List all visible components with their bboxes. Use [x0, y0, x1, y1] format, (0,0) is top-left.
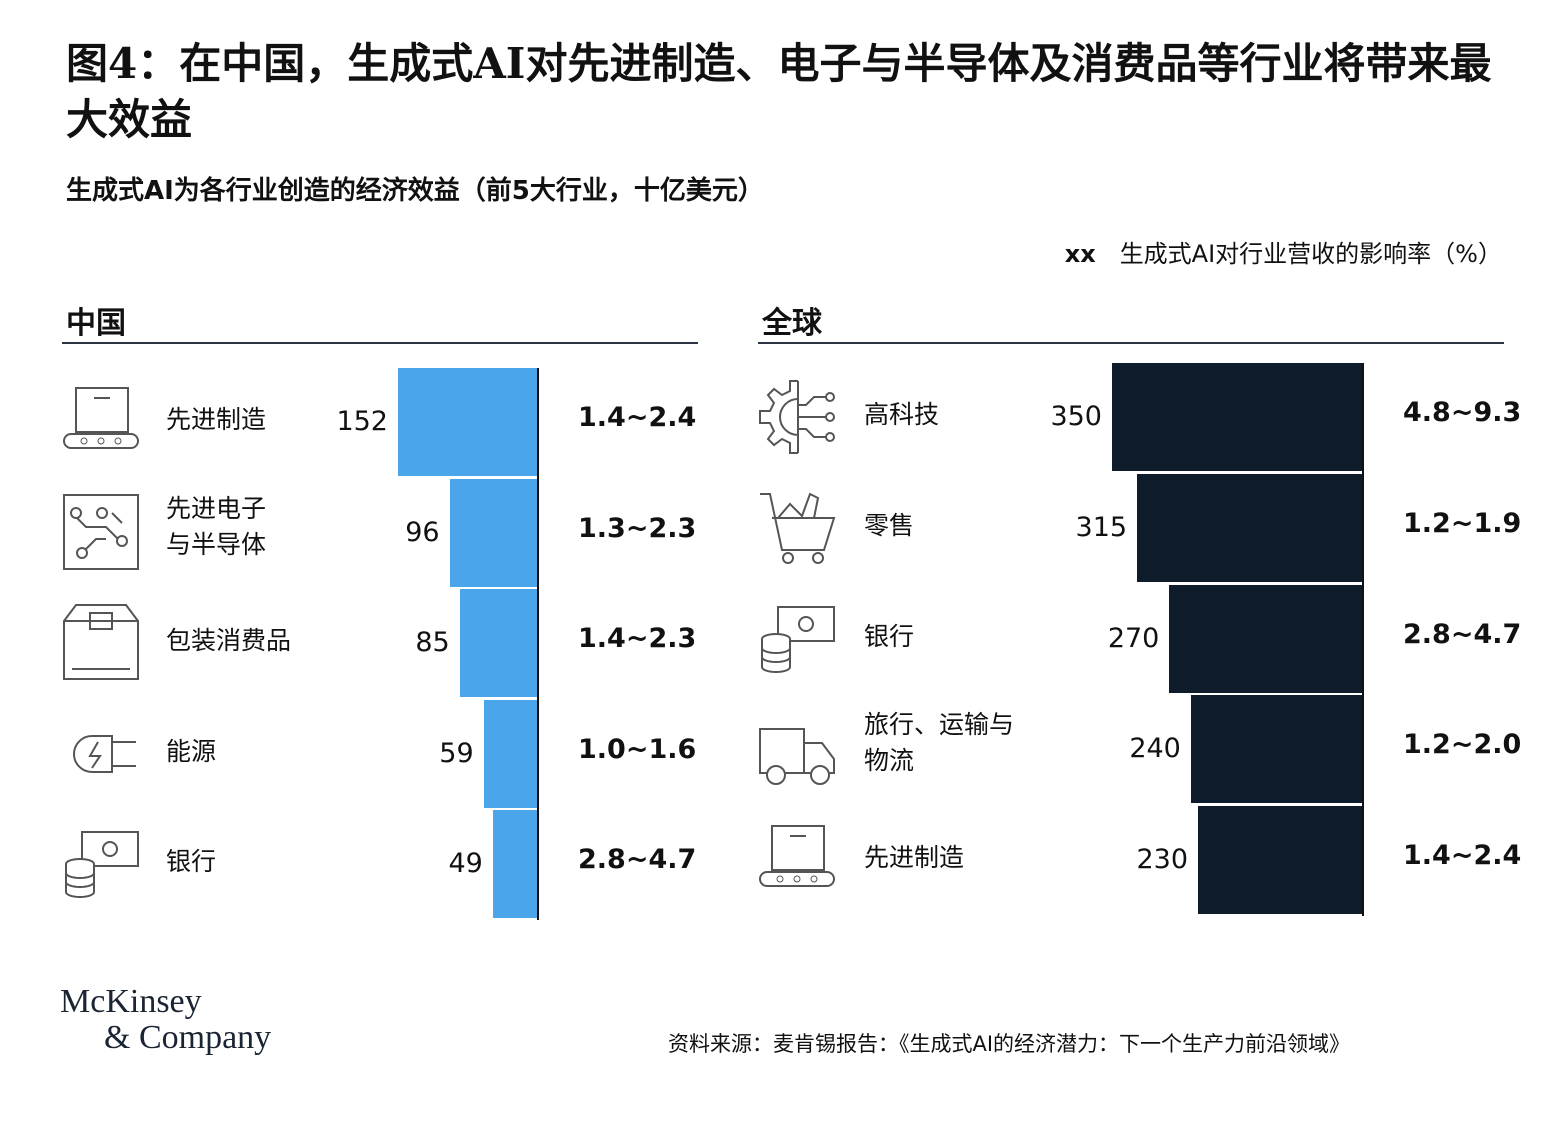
bar [1112, 363, 1363, 471]
impact-rate-label: 1.2~2.0 [1403, 729, 1522, 760]
value-label: 85 [415, 627, 450, 658]
impact-rate-label: 1.2~1.9 [1403, 508, 1522, 539]
cart-icon [758, 488, 838, 568]
bar [398, 368, 538, 476]
divider [758, 342, 1504, 344]
source-note: 资料来源：麦肯锡报告：《生成式AI的经济潜力：下一个生产力前沿领域》 [668, 1032, 1351, 1056]
value-label: 230 [1136, 844, 1189, 875]
value-label: 270 [1107, 623, 1160, 654]
value-label: 59 [439, 738, 474, 769]
divider [62, 342, 698, 344]
impact-rate-label: 1.3~2.3 [578, 513, 697, 544]
legend: xx 生成式AI对行业营收的影响率（%） [1065, 234, 1502, 269]
axis-line [537, 368, 539, 920]
value-label: 49 [448, 848, 483, 879]
value-label: 240 [1129, 733, 1181, 764]
category-label: 先进制造 [166, 405, 267, 434]
impact-rate-label: 1.4~2.3 [578, 623, 697, 654]
bar [1190, 695, 1363, 803]
impact-rate-label: 2.8~4.7 [578, 844, 697, 875]
plug-icon [62, 714, 142, 794]
category-label: 银行 [864, 622, 915, 651]
category-label: 先进制造 [864, 843, 965, 872]
gear-circuit-icon [758, 377, 838, 457]
impact-rate-label: 1.0~1.6 [578, 734, 697, 765]
coins-cash-icon [758, 599, 838, 679]
legend-text: 生成式AI对行业营收的影响率（%） [1119, 240, 1502, 268]
category-label: 零售 [864, 511, 915, 540]
bar [492, 810, 538, 918]
panel-title-global: 全球 [762, 306, 822, 341]
bar [1137, 474, 1363, 582]
value-label: 350 [1050, 401, 1102, 432]
panel-title-china: 中国 [66, 306, 126, 341]
bar [1169, 585, 1363, 693]
bar [1198, 806, 1363, 914]
category-label: 旅行、运输与 物流 [864, 710, 1015, 775]
category-label: 高科技 [864, 400, 940, 429]
bar [483, 700, 538, 808]
category-label: 银行 [166, 847, 217, 876]
legend-marker: xx [1064, 240, 1096, 268]
impact-rate-label: 1.4~2.4 [1403, 840, 1522, 871]
bar [459, 589, 538, 697]
coins-cash-icon [62, 824, 142, 904]
bar [449, 479, 538, 587]
category-label: 先进电子 与半导体 [166, 494, 267, 559]
impact-rate-label: 4.8~9.3 [1403, 397, 1522, 428]
chart-subtitle: 生成式AI为各行业创造的经济效益（前5大行业，十亿美元） [66, 176, 764, 206]
mckinsey-logo: McKinsey & Company [60, 983, 272, 1056]
circuit-icon [62, 493, 142, 573]
impact-rate-label: 2.8~4.7 [1403, 619, 1522, 650]
truck-icon [758, 709, 838, 789]
value-label: 152 [336, 406, 388, 437]
box-icon [62, 603, 142, 683]
chart-title: 图4：在中国，生成式AI对先进制造、电子与半导体及消费品等行业将带来最大效益 [66, 39, 1492, 144]
impact-rate-label: 1.4~2.4 [578, 402, 697, 433]
category-label: 包装消费品 [166, 626, 292, 655]
value-label: 315 [1075, 512, 1128, 543]
conveyor-icon [62, 382, 142, 462]
value-label: 96 [405, 517, 440, 548]
category-label: 能源 [166, 737, 217, 766]
axis-line [1362, 363, 1364, 916]
conveyor-icon [758, 820, 838, 900]
